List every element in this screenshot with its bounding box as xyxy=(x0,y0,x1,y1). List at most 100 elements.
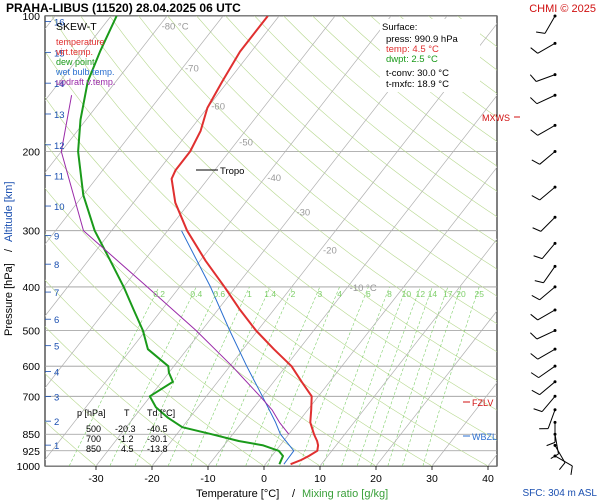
isotherm-label: -40 xyxy=(267,173,281,184)
legend-heading: SKEW-T xyxy=(56,21,97,33)
legend-wet-bulb: wet bulb temp. xyxy=(55,67,115,77)
wind-barb-feather xyxy=(533,408,543,413)
wind-barb-feather xyxy=(570,465,573,475)
surface-temp: temp: 4.5 °C xyxy=(386,44,439,55)
wind-barb-dot xyxy=(553,364,557,368)
chart-title: PRAHA-LIBUS (11520) 28.04.2025 06 UTC xyxy=(6,1,241,15)
dry-adiabat-line xyxy=(196,16,497,270)
sfc-label: SFC: 304 m ASL xyxy=(523,488,598,499)
temp-tick-label: 0 xyxy=(261,473,267,485)
dry-adiabat-line xyxy=(45,187,377,466)
table-row: -40.5 xyxy=(147,424,168,434)
table-row: -13.8 xyxy=(147,444,168,454)
series-line-dew-point xyxy=(77,16,284,465)
wind-barb-dot xyxy=(553,347,557,351)
pressure-tick-label: 500 xyxy=(22,326,40,338)
wind-barb-staff xyxy=(554,445,566,463)
copyright-label: CHMI © 2025 xyxy=(529,3,596,15)
wind-barb-dot xyxy=(553,73,557,77)
wind-barb-feather xyxy=(532,227,542,232)
table-row: 500 xyxy=(86,424,101,434)
wind-barb-feather xyxy=(530,47,538,54)
isotherm-line xyxy=(544,16,600,466)
altitude-label: 5 xyxy=(54,342,59,353)
wind-barb xyxy=(530,41,557,54)
wind-barb xyxy=(533,394,557,413)
wind-barb-staff xyxy=(554,455,573,467)
wind-barb-staff xyxy=(539,381,556,396)
temp-tick-label: 30 xyxy=(426,473,438,485)
wbzl-label: WBZL xyxy=(472,432,497,442)
wind-barb-staff xyxy=(537,124,556,136)
mixing-ratio-line xyxy=(167,286,250,466)
wind-barb xyxy=(530,329,557,340)
dry-adiabat-line xyxy=(225,16,497,244)
x-axis-label-sep: / xyxy=(292,488,296,500)
wind-barb-staff xyxy=(547,409,556,429)
pressure-tick-label: 700 xyxy=(22,391,40,403)
isotherm-label: -60 xyxy=(211,101,225,112)
mixing-ratio-line xyxy=(422,286,480,466)
isotherm-line xyxy=(45,16,392,461)
wind-barb xyxy=(534,264,557,284)
mixing-ratio-label: 0.2 xyxy=(153,289,165,299)
wind-barb-dot xyxy=(553,285,557,289)
wind-barb-dot xyxy=(553,420,557,424)
altitude-label: 10 xyxy=(54,202,65,213)
wind-barb-feather xyxy=(531,295,540,301)
axis-ticks: -80 °C -70 -60 -50 -40 -30 -20 -10 °C 0.2 0.4 0.6 1… xyxy=(17,11,494,485)
temp-tick-label: -30 xyxy=(88,473,103,485)
wind-barbs xyxy=(529,14,573,475)
surface-dwpt: dwpt: 2.5 °C xyxy=(386,54,438,65)
dry-adiabat-line xyxy=(45,51,497,441)
surface-box: Surface: press: 990.9 hPa temp: 4.5 °C d… xyxy=(380,19,480,92)
mixing-ratio-label: 20 xyxy=(456,289,466,299)
wind-barb xyxy=(536,14,557,34)
pressure-tick-label: 100 xyxy=(22,11,40,23)
wind-barb-staff xyxy=(541,395,556,412)
mixing-ratio-label: 25 xyxy=(475,289,485,299)
wind-barb-dot xyxy=(553,123,557,127)
altitude-label: 8 xyxy=(54,260,59,271)
legend-dew-point: dew point xyxy=(56,57,95,67)
wind-barb-staff xyxy=(537,309,556,321)
dry-adiabat-line xyxy=(80,16,497,381)
wind-barb-feather xyxy=(536,31,546,34)
profile-curves xyxy=(60,16,320,466)
isotherm-line xyxy=(45,16,168,173)
wind-barb-dot xyxy=(553,408,557,412)
pressure-tick-label: 850 xyxy=(22,429,40,441)
wind-barb-dot xyxy=(553,241,557,245)
wind-barb xyxy=(530,123,557,136)
table-row: -1.2 xyxy=(118,434,134,444)
wind-barb-dot xyxy=(553,454,557,458)
altitude-label: 13 xyxy=(54,110,65,121)
altitude-label: 11 xyxy=(54,172,64,183)
wind-barb-staff xyxy=(543,266,556,284)
wind-barb-staff xyxy=(539,286,556,301)
altitude-label: 6 xyxy=(54,315,59,326)
series-line-updraft-v-temp- xyxy=(60,95,290,435)
wind-barb xyxy=(531,149,557,165)
wind-barb-staff xyxy=(536,330,556,340)
temp-tick-label: 20 xyxy=(370,473,382,485)
altitude-label: 14 xyxy=(54,79,65,90)
levels-table: p [hPa] T Td [°C] 500 -20.3 -40.5 700 -1… xyxy=(77,408,175,454)
wind-barb-dot xyxy=(553,443,557,447)
altitude-label: 1 xyxy=(54,441,59,452)
mixing-ratio-label: 0.4 xyxy=(190,289,202,299)
isotherm-line xyxy=(263,166,497,466)
dry-adiabat-line xyxy=(167,16,497,297)
wind-barb xyxy=(529,73,557,82)
wind-barb xyxy=(530,308,557,321)
table-row: 850 xyxy=(86,444,101,454)
pressure-tick-label: 600 xyxy=(22,361,40,373)
mixing-ratio-line xyxy=(356,286,421,466)
wind-barb-feather xyxy=(530,129,538,136)
wind-barb xyxy=(539,408,557,430)
dry-adiabat-line xyxy=(45,326,209,466)
table-row: -30.1 xyxy=(147,434,168,444)
x-axis-label-temp: Temperature [°C] xyxy=(196,488,279,500)
dry-adiabat-line xyxy=(51,16,497,411)
wind-barb-staff xyxy=(544,15,556,34)
